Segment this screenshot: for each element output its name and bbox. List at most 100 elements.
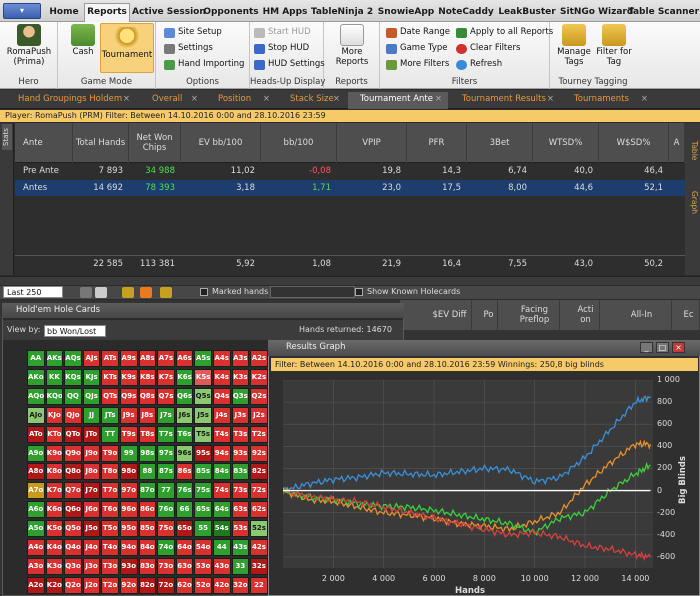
hole-card-cell[interactable]: T8s	[138, 425, 157, 443]
hole-card-cell[interactable]: J4o	[82, 539, 101, 556]
col-header-vpip[interactable]: VPIP	[337, 123, 407, 163]
table-row[interactable]: Pre Ante 7 893 34 988 11,02 -0,08 19,8 14,3 6,7…	[15, 163, 685, 179]
hole-card-cell[interactable]: KTs	[101, 368, 119, 386]
ribbon-tab-table-scanner[interactable]: Table Scanner	[628, 7, 700, 17]
hole-card-cell[interactable]: 65s	[194, 501, 212, 519]
hole-card-cell[interactable]: T6s	[175, 425, 194, 443]
col-header-bb-100[interactable]: bb/100	[261, 123, 337, 163]
hole-card-cell[interactable]: AJs	[82, 350, 101, 367]
hole-card-cell[interactable]: T4s	[213, 425, 231, 443]
hole-card-cell[interactable]: A7o	[27, 482, 45, 500]
tournament-filter-icon[interactable]	[140, 287, 152, 298]
close-tab-icon[interactable]: ×	[332, 94, 340, 104]
hole-card-cell[interactable]: 66	[175, 501, 194, 519]
hole-card-cell[interactable]: 74o	[157, 539, 175, 556]
splitter[interactable]	[0, 276, 700, 285]
hole-card-cell[interactable]: Q8o	[64, 463, 82, 481]
ribbon-tab-reports[interactable]: Reports	[84, 3, 130, 23]
hole-card-cell[interactable]: QQ	[64, 387, 82, 405]
clear-filters-button[interactable]: Clear Filters	[456, 42, 520, 56]
hole-card-cell[interactable]: 64o	[175, 539, 194, 556]
hole-card-cell[interactable]: K9s	[120, 368, 138, 386]
hole-card-cell[interactable]: 52o	[194, 576, 212, 594]
hole-card-cell[interactable]: K3o	[45, 557, 64, 575]
hole-card-cell[interactable]: 54s	[213, 520, 231, 538]
hole-card-cell[interactable]: A7s	[157, 350, 175, 367]
hole-card-cell[interactable]: 63o	[175, 557, 194, 575]
hero-button[interactable]: RomaPush (Prima)	[4, 24, 54, 67]
report-tab-tournaments[interactable]: Tournaments ×	[562, 92, 654, 109]
hole-card-cell[interactable]: 42s	[250, 539, 268, 556]
hole-card-cell[interactable]: A9o	[27, 444, 45, 462]
hole-card-cell[interactable]: K7s	[157, 368, 175, 386]
hole-card-cell[interactable]: J2s	[250, 406, 268, 424]
nav-first-icon[interactable]	[80, 287, 92, 298]
hands-col-header[interactable]: $EV Diff	[428, 300, 472, 330]
refresh-button[interactable]: Refresh	[456, 58, 502, 72]
hole-card-cell[interactable]: 32o	[231, 576, 250, 594]
hole-card-cell[interactable]: 86o	[138, 501, 157, 519]
hole-card-cell[interactable]: 83o	[138, 557, 157, 575]
hole-card-cell[interactable]: A9s	[120, 350, 138, 367]
hole-card-cell[interactable]: 22	[250, 576, 268, 594]
hole-card-cell[interactable]: 83s	[231, 463, 250, 481]
date-range-button[interactable]: Date Range	[386, 26, 450, 40]
game-type-button[interactable]: Game Type	[386, 42, 448, 56]
hole-card-cell[interactable]: T5o	[101, 520, 119, 538]
site-setup-button[interactable]: Site Setup	[164, 26, 222, 40]
hole-card-cell[interactable]: A8o	[27, 463, 45, 481]
hole-card-cell[interactable]: K6s	[175, 368, 194, 386]
hole-card-cell[interactable]: 62o	[175, 576, 194, 594]
hole-card-cell[interactable]: A5s	[194, 350, 212, 367]
hole-card-cell[interactable]: K7o	[45, 482, 64, 500]
ribbon-tab-hm-apps[interactable]: HM Apps	[262, 7, 308, 17]
hole-card-cell[interactable]: 74s	[213, 482, 231, 500]
hole-card-cell[interactable]: 84o	[138, 539, 157, 556]
hole-card-cell[interactable]: K2o	[45, 576, 64, 594]
hole-card-cell[interactable]: J9o	[82, 444, 101, 462]
hole-card-cell[interactable]: 77	[157, 482, 175, 500]
table-side-tab[interactable]: Table	[690, 141, 699, 161]
ribbon-tab-home[interactable]: Home	[49, 7, 79, 17]
hole-card-cell[interactable]: 43s	[231, 539, 250, 556]
hands-col-header[interactable]: Po	[480, 300, 498, 330]
hole-card-cell[interactable]: Q5s	[194, 387, 212, 405]
apply-all-button[interactable]: Apply to all Reports	[456, 26, 553, 40]
ribbon-tab-snowieapp[interactable]: SnowieApp	[377, 7, 435, 17]
col-header-net-won-chips[interactable]: Net Won Chips	[129, 123, 181, 163]
hole-card-cell[interactable]: K4s	[213, 368, 231, 386]
hole-card-cell[interactable]: T9o	[101, 444, 119, 462]
hole-card-cell[interactable]: J8s	[138, 406, 157, 424]
hole-card-cell[interactable]: 62s	[250, 501, 268, 519]
hole-card-cell[interactable]: J2o	[82, 576, 101, 594]
hole-card-cell[interactable]: K3s	[231, 368, 250, 386]
start-hud-button[interactable]: Start HUD	[254, 26, 311, 40]
hole-card-cell[interactable]: T5s	[194, 425, 212, 443]
hole-card-cell[interactable]: 42o	[213, 576, 231, 594]
report-tab-tournament-ante[interactable]: Tournament Ante ×	[348, 92, 448, 109]
hole-card-cell[interactable]: 87s	[157, 463, 175, 481]
hole-card-cell[interactable]: 64s	[213, 501, 231, 519]
report-tab-position[interactable]: Position ×	[206, 92, 276, 109]
ribbon-tab-active-session[interactable]: Active Session	[132, 7, 206, 17]
hole-card-cell[interactable]: J4s	[213, 406, 231, 424]
grid-icon[interactable]	[122, 287, 134, 298]
report-tab-tournament-results[interactable]: Tournament Results ×	[450, 92, 560, 109]
ribbon-tab-opponents[interactable]: Opponents	[203, 7, 259, 17]
hole-card-cell[interactable]: 93o	[120, 557, 138, 575]
stop-hud-button[interactable]: Stop HUD	[254, 42, 309, 56]
hole-card-cell[interactable]: J7s	[157, 406, 175, 424]
filter-tag-button[interactable]: Filter for Tag	[594, 24, 634, 67]
settings-button[interactable]: Settings	[164, 42, 213, 56]
col-header-pfr[interactable]: PFR	[407, 123, 467, 163]
hands-col-header[interactable]: Ec	[678, 300, 700, 330]
hole-card-cell[interactable]: 96s	[175, 444, 194, 462]
hud-settings-button[interactable]: HUD Settings	[254, 58, 325, 72]
hole-card-cell[interactable]: 84s	[213, 463, 231, 481]
table-row[interactable]: Antes 14 692 78 393 3,18 1,71 23,0 17,5 8,00 44,…	[15, 180, 685, 196]
hole-card-cell[interactable]: Q4o	[64, 539, 82, 556]
hole-card-cell[interactable]: 55	[194, 520, 212, 538]
hole-card-cell[interactable]: J7o	[82, 482, 101, 500]
hole-card-cell[interactable]: ATs	[101, 350, 119, 367]
hole-card-cell[interactable]: T2o	[101, 576, 119, 594]
